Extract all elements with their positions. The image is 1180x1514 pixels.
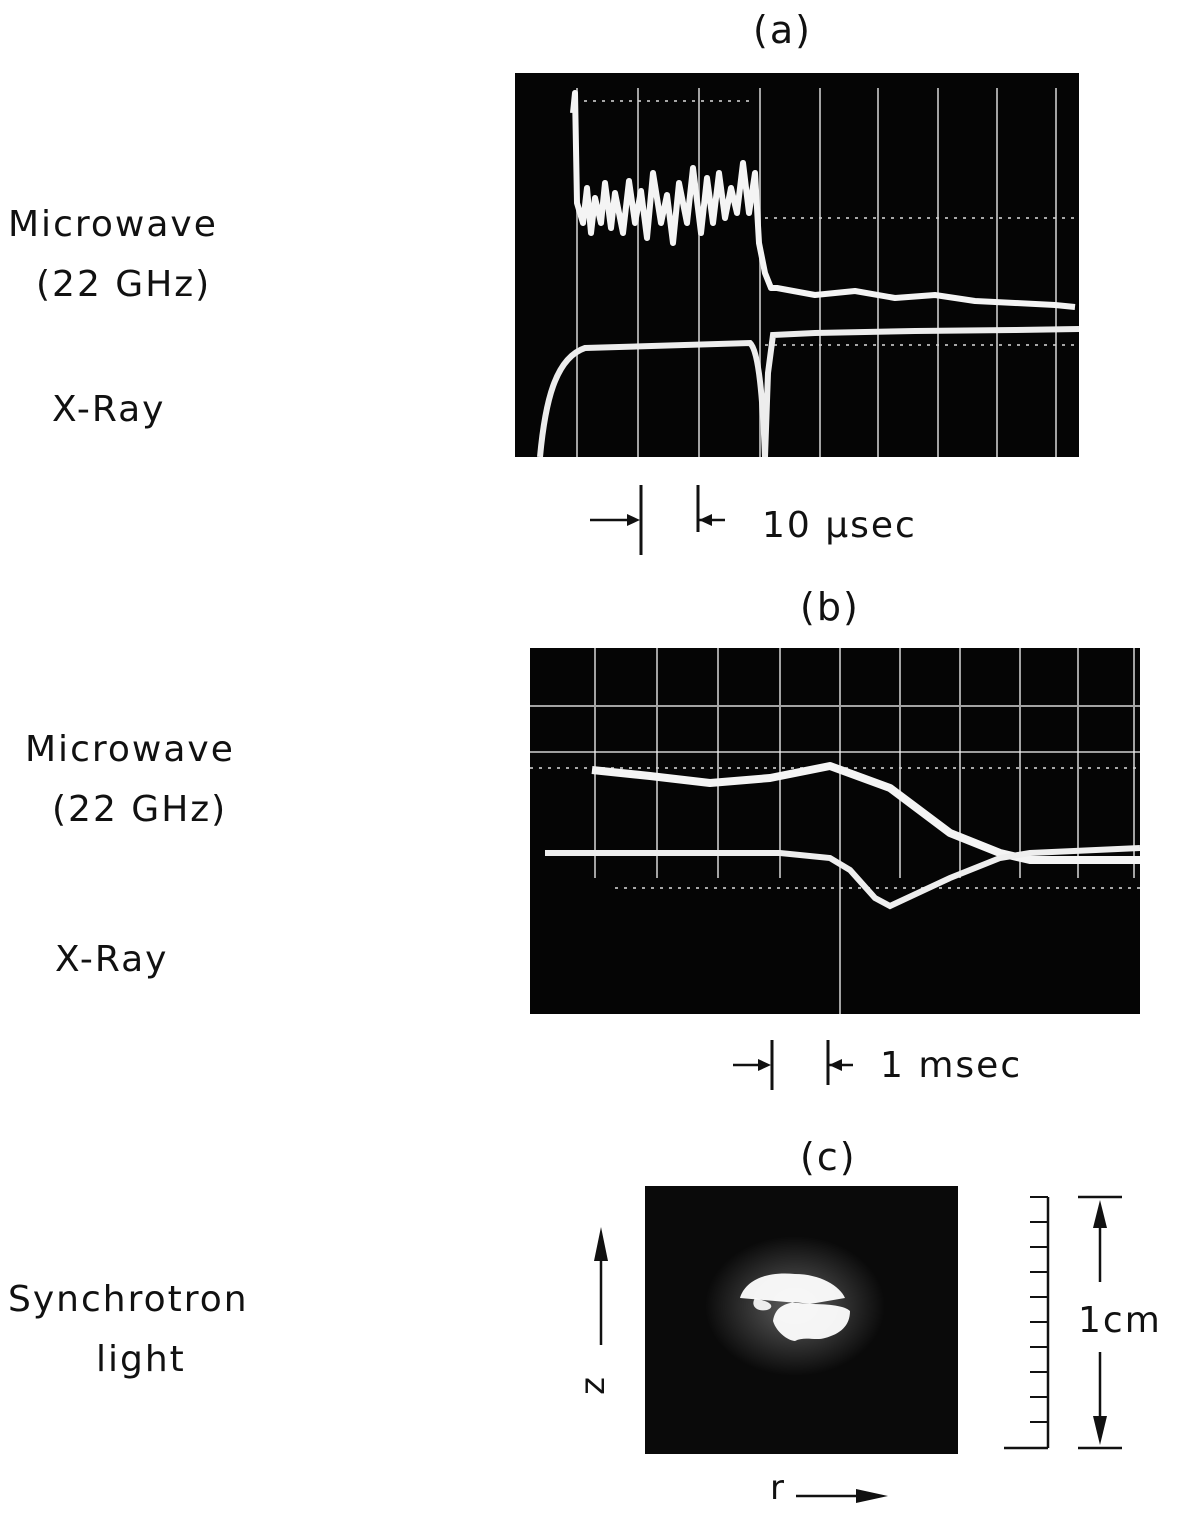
timescale-label-a: 10 μsec xyxy=(762,505,917,546)
scale-label: 1cm xyxy=(1078,1300,1162,1341)
panel-a-frequency-label: (22 GHz) xyxy=(36,264,212,305)
panel-b-label: (b) xyxy=(800,585,860,629)
panel-c-label: (c) xyxy=(800,1135,857,1179)
panel-a-label: (a) xyxy=(753,8,812,52)
oscilloscope-trace-a xyxy=(515,73,1079,457)
panel-b-frequency-label: (22 GHz) xyxy=(52,789,228,830)
microwave-trace-a xyxy=(570,90,1076,310)
panel-b-microwave-label: Microwave xyxy=(25,729,235,770)
oscilloscope-trace-b xyxy=(530,648,1140,1014)
panel-c-light-label: light xyxy=(96,1339,186,1380)
timescale-label-b: 1 msec xyxy=(880,1045,1023,1086)
panel-c-synchrotron-label: Synchrotron xyxy=(8,1279,249,1320)
panel-a-xray-label: X-Ray xyxy=(52,389,166,430)
r-axis-label: r xyxy=(770,1468,786,1508)
panel-a-microwave-label: Microwave xyxy=(8,204,218,245)
z-axis-label: z xyxy=(572,1375,613,1395)
microwave-trace-b xyxy=(591,762,1140,864)
xray-trace-a xyxy=(537,326,1079,457)
scope-grid-a xyxy=(576,88,1057,457)
panel-b-xray-label: X-Ray xyxy=(55,939,169,980)
xray-trace-b xyxy=(545,845,1140,910)
scope-grid-b xyxy=(530,648,1140,1014)
synchrotron-light-image xyxy=(645,1186,958,1454)
